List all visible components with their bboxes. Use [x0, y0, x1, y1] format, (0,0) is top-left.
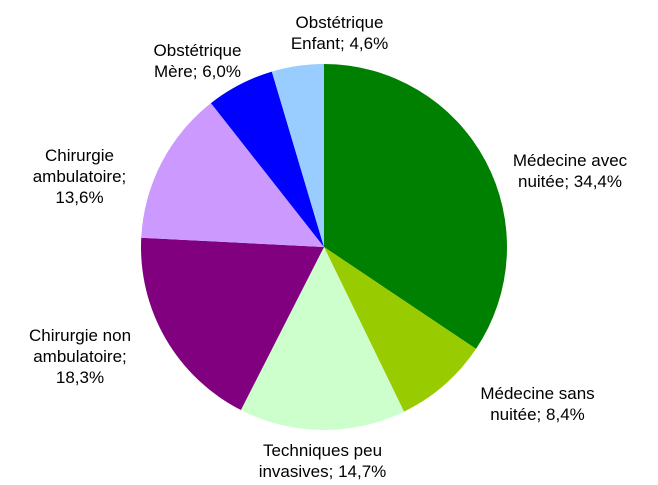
slice: [210, 71, 324, 247]
separator: ;: [339, 34, 345, 53]
separator: ;: [564, 172, 570, 191]
value-label: 18,3%: [55, 368, 105, 387]
slice: [271, 64, 324, 247]
category: Techniques peu invasives: [258, 441, 383, 481]
slice: [324, 64, 507, 349]
slice-label: Médecine sans nuitée; 8,4%: [465, 383, 610, 425]
category: Chirurgie ambulatoire: [32, 146, 122, 186]
separator: ;: [121, 167, 127, 186]
slice: [240, 247, 404, 430]
slice-label: Obstétrique Mère; 6,0%: [140, 40, 255, 82]
separator: ;: [192, 62, 198, 81]
slice-label: Obstétrique Enfant; 4,6%: [282, 12, 397, 54]
category: Obstétrique Mère: [153, 41, 242, 81]
slice-label: Chirurgie ambulatoire; 13,6%: [22, 145, 137, 208]
slice: [141, 103, 324, 247]
slice: [324, 247, 476, 412]
separator: ;: [328, 462, 334, 481]
category: Médecine avec nuitée: [512, 151, 628, 191]
slice-label: Médecine avec nuitée; 34,4%: [495, 150, 645, 192]
category: Chirurgie non ambulatoire: [28, 326, 132, 366]
value-label: 6,0%: [202, 62, 241, 81]
separator: ;: [536, 405, 542, 424]
slice: [140, 237, 324, 411]
category: Obstétrique Enfant: [290, 13, 384, 53]
value-label: 34,4%: [573, 172, 622, 191]
slice-label: Chirurgie non ambulatoire; 18,3%: [10, 325, 150, 388]
slice-label: Techniques peu invasives; 14,7%: [250, 440, 395, 482]
value-label: 14,7%: [338, 462, 387, 481]
value-label: 4,6%: [349, 34, 389, 53]
value-label: 8,4%: [546, 405, 585, 424]
separator: ;: [122, 347, 127, 366]
category: Médecine sans nuitée: [480, 384, 595, 424]
value-label: 13,6%: [55, 188, 104, 207]
